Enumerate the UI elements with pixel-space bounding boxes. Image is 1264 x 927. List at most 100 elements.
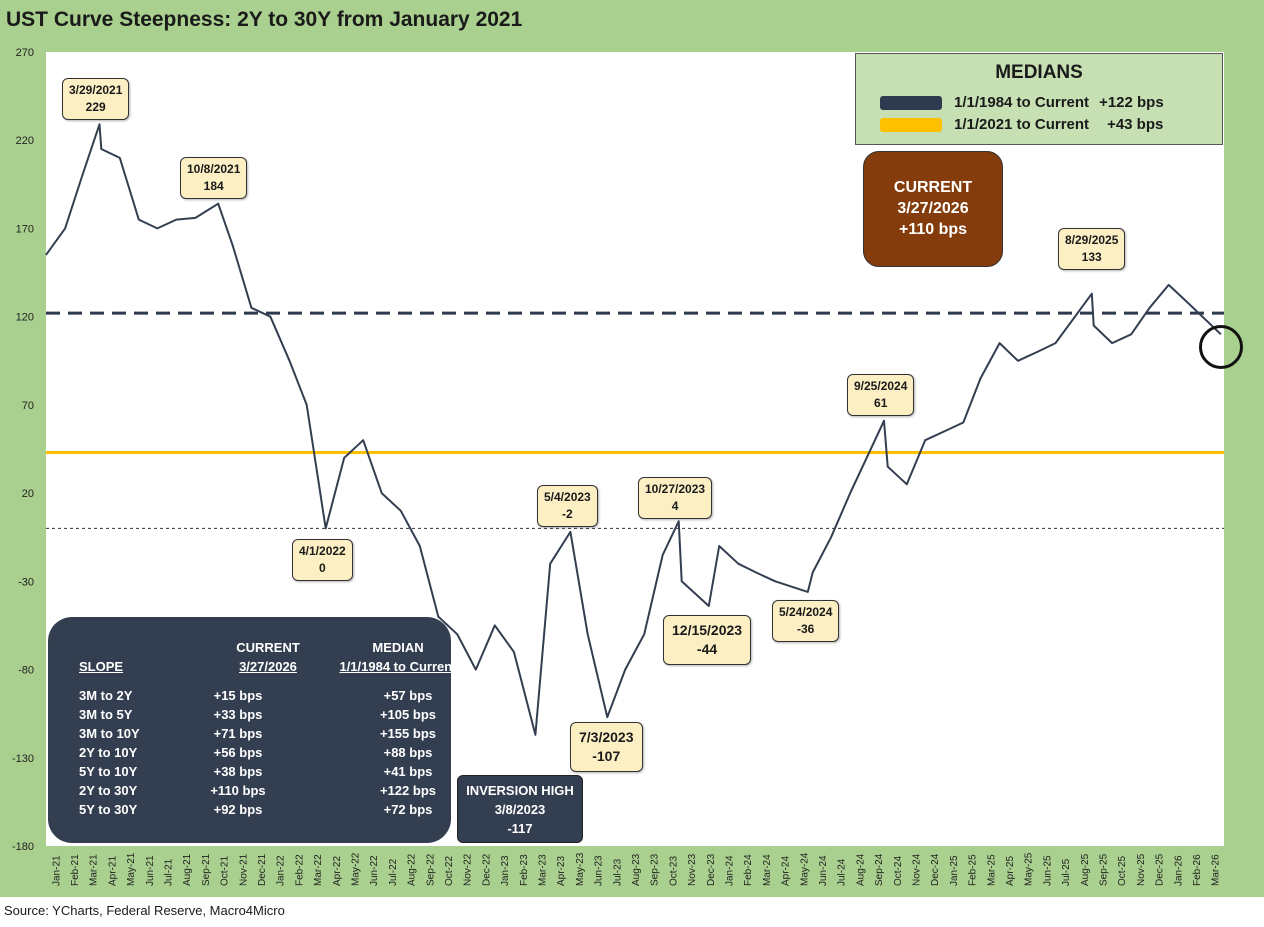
slope-label: 2Y to 10Y bbox=[79, 745, 138, 760]
annotation-value: -107 bbox=[592, 748, 621, 764]
x-tick-label: Mar-25 bbox=[986, 854, 997, 886]
median-short-label: 1/1/2021 to Current bbox=[954, 116, 1090, 133]
medians-title: MEDIANS bbox=[995, 62, 1083, 83]
y-tick-label: -180 bbox=[12, 841, 34, 853]
current-date: 3/27/2026 bbox=[897, 200, 969, 217]
inversion-date: 3/8/2023 bbox=[494, 802, 546, 817]
current-callout: CURRENT 3/27/2026 +110 bps bbox=[863, 151, 1003, 267]
slope-label: 5Y to 30Y bbox=[79, 802, 138, 817]
series-line bbox=[45, 123, 1222, 736]
x-tick-label: Nov-22 bbox=[463, 853, 474, 886]
annotation-oct-2021: 10/8/2021 184 bbox=[180, 157, 248, 199]
x-tick-label: Dec-25 bbox=[1155, 853, 1166, 886]
chart-title: UST Curve Steepness: 2Y to 30Y from Janu… bbox=[6, 8, 523, 31]
y-tick-label: 170 bbox=[16, 223, 34, 235]
annotation-value: 61 bbox=[874, 396, 888, 410]
x-tick-label: Feb-21 bbox=[70, 854, 81, 886]
x-tick-label: Jan-21 bbox=[51, 855, 62, 886]
annotation-value: -44 bbox=[696, 641, 718, 657]
slope-row: 5Y to 30Y +92 bps +72 bps bbox=[48, 802, 451, 821]
x-tick-label: Apr-22 bbox=[332, 856, 343, 886]
x-tick-label: May-21 bbox=[126, 852, 137, 886]
annotation-may-2024: 5/24/2024 -36 bbox=[772, 600, 840, 642]
inversion-value: -117 bbox=[507, 821, 533, 836]
y-tick-label: 20 bbox=[22, 488, 34, 500]
medians-legend: MEDIANS 1/1/1984 to Current +122 bps 1/1/… bbox=[855, 53, 1223, 145]
annotation-oct-2023: 10/27/2023 4 bbox=[638, 477, 713, 519]
y-tick-label: -30 bbox=[18, 576, 34, 588]
x-tick-label: May-22 bbox=[351, 852, 362, 886]
slope-row: 3M to 10Y +71 bps +155 bps bbox=[48, 726, 451, 745]
slope-current: +71 bps bbox=[213, 726, 263, 741]
annotation-value: 4 bbox=[671, 499, 679, 513]
x-tick-label: Sep-21 bbox=[201, 853, 212, 886]
annotation-dec-2023: 12/15/2023 -44 bbox=[663, 615, 752, 665]
x-tick-label: May-23 bbox=[575, 852, 586, 886]
current-heading: CURRENT bbox=[893, 179, 973, 196]
x-tick-label: Jul-22 bbox=[388, 858, 399, 886]
slope-header-current: CURRENT bbox=[236, 640, 300, 655]
x-tick-label: Jun-21 bbox=[145, 855, 156, 886]
x-tick-label: Oct-22 bbox=[444, 856, 455, 886]
x-tick-label: Jan-22 bbox=[276, 855, 287, 886]
annotation-date: 10/8/2021 bbox=[187, 162, 241, 176]
x-tick-label: May-24 bbox=[799, 852, 810, 886]
slope-median: +105 bps bbox=[379, 707, 436, 722]
x-tick-label: Apr-25 bbox=[1005, 856, 1016, 886]
annotation-sep-2024: 9/25/2024 61 bbox=[847, 374, 915, 416]
x-tick-label: Mar-23 bbox=[538, 854, 549, 886]
slope-label: 3M to 5Y bbox=[79, 707, 133, 722]
x-tick-label: Feb-26 bbox=[1192, 854, 1203, 886]
annotation-date: 4/1/2022 bbox=[299, 544, 346, 558]
annotation-value: -2 bbox=[562, 507, 573, 521]
slope-label: 5Y to 10Y bbox=[79, 764, 138, 779]
x-tick-label: Aug-22 bbox=[407, 853, 418, 886]
slope-current: +92 bps bbox=[213, 802, 263, 817]
y-tick-label: -130 bbox=[12, 753, 34, 765]
x-tick-label: Mar-21 bbox=[89, 854, 100, 886]
annotation-date: 5/24/2024 bbox=[779, 605, 833, 619]
source-note: Source: YCharts, Federal Reserve, Macro4… bbox=[4, 903, 285, 918]
x-tick-label: Nov-21 bbox=[238, 853, 249, 886]
x-tick-label: Jul-21 bbox=[164, 858, 175, 886]
annotation-aug-2025: 8/29/2025 133 bbox=[1058, 228, 1126, 270]
x-tick-label: Nov-25 bbox=[1136, 853, 1147, 886]
x-tick-label: Feb-25 bbox=[968, 854, 979, 886]
x-tick-label: Jun-23 bbox=[594, 855, 605, 886]
median-short-value: +43 bps bbox=[1107, 116, 1164, 133]
annotation-date: 10/27/2023 bbox=[645, 482, 706, 496]
annotation-date: 5/4/2023 bbox=[544, 490, 591, 504]
y-tick-label: 70 bbox=[22, 400, 34, 412]
slope-median: +72 bps bbox=[383, 802, 433, 817]
slope-median: +155 bps bbox=[379, 726, 436, 741]
slope-median: +41 bps bbox=[383, 764, 433, 779]
x-tick-label: Jan-23 bbox=[500, 855, 511, 886]
x-tick-label: Jan-25 bbox=[949, 855, 960, 886]
slope-header-slope: SLOPE bbox=[79, 659, 124, 674]
x-tick-label: Jun-24 bbox=[818, 855, 829, 886]
x-tick-label: Feb-23 bbox=[519, 854, 530, 886]
x-tick-label: Nov-23 bbox=[687, 853, 698, 886]
x-tick-label: Nov-24 bbox=[911, 853, 922, 886]
annotation-date: 7/3/2023 bbox=[579, 729, 634, 745]
slope-row: 5Y to 10Y +38 bps +41 bps bbox=[48, 764, 451, 783]
x-tick-label: Jul-23 bbox=[612, 858, 623, 886]
slope-header-median: MEDIAN bbox=[372, 640, 424, 655]
x-tick-label: Mar-26 bbox=[1211, 854, 1222, 886]
x-tick-label: Aug-25 bbox=[1080, 853, 1091, 886]
x-tick-label: Oct-21 bbox=[220, 856, 231, 886]
annotation-apr-2022: 4/1/2022 0 bbox=[292, 539, 353, 581]
x-tick-label: Sep-22 bbox=[425, 853, 436, 886]
slope-current: +15 bps bbox=[213, 688, 263, 703]
inversion-callout: INVERSION HIGH 3/8/2023 -117 bbox=[457, 775, 583, 843]
inversion-heading: INVERSION HIGH bbox=[466, 783, 574, 798]
annotation-value: 133 bbox=[1081, 250, 1102, 264]
annotation-value: 229 bbox=[85, 100, 106, 114]
x-tick-label: Aug-23 bbox=[631, 853, 642, 886]
current-point-highlight-circle bbox=[1199, 325, 1243, 369]
median-long-value: +122 bps bbox=[1099, 94, 1164, 111]
x-tick-label: Jun-22 bbox=[369, 855, 380, 886]
annotation-date: 3/29/2021 bbox=[69, 83, 123, 97]
slope-header-current-date: 3/27/2026 bbox=[239, 659, 297, 674]
y-tick-label: 120 bbox=[16, 312, 34, 324]
